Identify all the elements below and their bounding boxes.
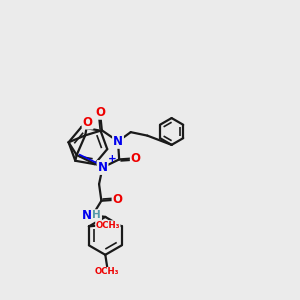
Text: O: O	[131, 152, 141, 165]
Text: N: N	[82, 208, 92, 222]
Text: O: O	[82, 116, 93, 129]
Text: OCH₃: OCH₃	[95, 267, 119, 276]
Text: +: +	[108, 154, 116, 164]
Text: N: N	[98, 161, 107, 174]
Text: H: H	[92, 210, 101, 220]
Text: OCH₃: OCH₃	[96, 221, 120, 230]
Text: O: O	[95, 106, 105, 119]
Text: O: O	[112, 193, 123, 206]
Text: N: N	[113, 135, 123, 148]
